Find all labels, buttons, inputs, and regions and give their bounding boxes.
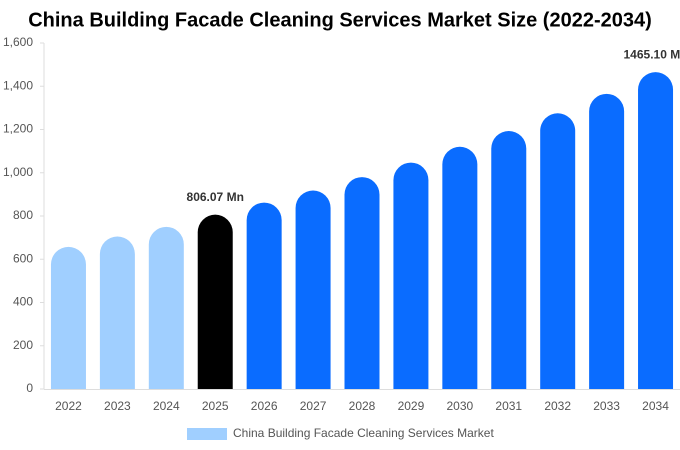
- bar: [638, 72, 674, 390]
- x-tick-label: 2034: [642, 399, 669, 413]
- value-label: 1465.10 Mn: [624, 47, 680, 61]
- y-tick-label: 1,000: [3, 165, 33, 179]
- bar: [540, 113, 576, 389]
- x-tick-label: 2030: [446, 399, 473, 413]
- value-label: 806.07 Mn: [187, 190, 244, 204]
- x-tick-label: 2023: [104, 399, 131, 413]
- y-tick-label: 400: [13, 295, 33, 309]
- x-tick-label: 2033: [593, 399, 620, 413]
- y-tick-label: 1,400: [3, 78, 33, 92]
- y-tick-label: 1,600: [3, 35, 33, 49]
- bar: [491, 131, 527, 390]
- bar: [148, 226, 184, 389]
- bar: [295, 190, 331, 389]
- x-tick-label: 2029: [398, 399, 425, 413]
- chart-title: China Building Facade Cleaning Services …: [28, 9, 652, 31]
- x-tick-label: 2024: [153, 399, 180, 413]
- legend-label: China Building Facade Cleaning Services …: [233, 426, 494, 440]
- bar: [99, 236, 135, 389]
- y-tick-label: 0: [26, 381, 33, 395]
- bar: [197, 214, 233, 389]
- x-tick-label: 2027: [300, 399, 327, 413]
- x-tick-label: 2026: [251, 399, 278, 413]
- bar: [442, 146, 478, 389]
- y-tick-label: 800: [13, 208, 33, 222]
- legend-swatch: [187, 428, 227, 440]
- bar: [50, 246, 86, 389]
- x-tick-label: 2028: [349, 399, 376, 413]
- bar: [344, 177, 380, 389]
- x-tick-label: 2022: [55, 399, 82, 413]
- bar: [246, 202, 282, 389]
- bar: [393, 162, 429, 389]
- y-tick-label: 600: [13, 251, 33, 265]
- y-tick-label: 200: [13, 338, 33, 352]
- x-tick-label: 2025: [202, 399, 229, 413]
- y-tick-label: 1,200: [3, 122, 33, 136]
- bar: [589, 93, 625, 389]
- x-tick-label: 2032: [544, 399, 571, 413]
- x-tick-label: 2031: [495, 399, 522, 413]
